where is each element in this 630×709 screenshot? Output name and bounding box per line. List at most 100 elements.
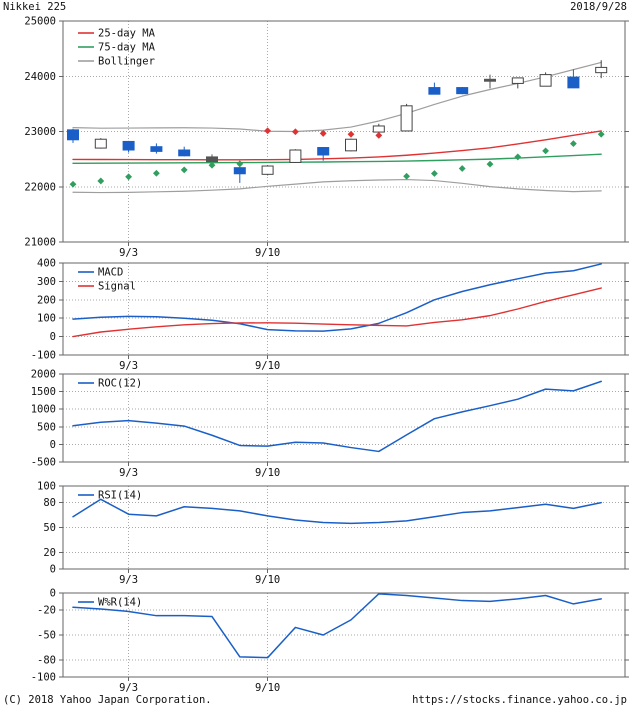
parabolic-marker: [292, 128, 299, 136]
parabolic-marker: [403, 172, 410, 180]
candle-9/19: [428, 82, 441, 95]
candle-9/10: [261, 165, 274, 176]
panel-macd: 9/3 9/10 400 300 200 100 0 -100 MACD Signal: [31, 258, 629, 372]
y-axis-label: 2000: [31, 369, 56, 381]
x-axis-label: 9/3: [119, 467, 138, 479]
candle-9/11: [289, 149, 302, 163]
candle-9/18: [400, 103, 413, 132]
y-axis-label: 1500: [31, 386, 56, 398]
candle-8/30: [67, 128, 79, 143]
y-axis-label: 500: [37, 421, 56, 433]
candle-9/7: [233, 164, 246, 183]
series-75-day-ma: [72, 153, 602, 164]
candle-9/21: [484, 74, 496, 89]
panel-border: [62, 20, 626, 243]
y-axis-label: 100: [37, 481, 56, 493]
parabolic-marker: [125, 173, 132, 181]
page-title: Nikkei 225: [3, 1, 67, 13]
panel-price: 9/3 9/10 25000 24000 23000 22000 21000 25-day M…: [24, 16, 629, 259]
series-25-day-ma: [72, 130, 602, 161]
candle-9/4: [150, 143, 163, 154]
candle-9/12: [317, 146, 330, 161]
candle-8/31: [94, 138, 107, 149]
y-axis-label: 0: [50, 439, 56, 451]
x-axis-label: 9/10: [255, 682, 280, 692]
parabolic-marker: [319, 130, 327, 137]
legend-label: 25-day MA: [98, 28, 156, 40]
candle-9/5: [178, 146, 191, 157]
candle-9/25: [511, 77, 524, 89]
y-axis-label: 50: [43, 522, 56, 534]
series-RSI(14): [72, 498, 602, 525]
x-axis-label: 9/3: [119, 247, 138, 259]
panel-border: [62, 592, 626, 678]
y-axis-label: 0: [50, 331, 56, 343]
chart-header: Nikkei 225 2018/9/28: [0, 1, 630, 14]
y-axis-label: 22000: [24, 181, 56, 193]
x-axis-label: 9/10: [255, 467, 280, 479]
legend-item-signal: Signal: [78, 281, 136, 293]
copyright-text: (C) 2018 Yahoo Japan Corporation.: [3, 694, 212, 706]
x-axis-label: 9/3: [119, 360, 138, 372]
parabolic-marker: [264, 127, 271, 135]
series-W%R(14): [72, 593, 602, 659]
x-axis-label: 9/10: [255, 247, 280, 259]
y-axis-label: 20: [43, 547, 56, 559]
y-axis-label: -500: [31, 457, 56, 469]
legend-item-75-day-ma: 75-day MA: [78, 42, 156, 54]
panel-wpr: 9/3 9/10 0 -20 -50 -80 -100 W%R(14): [31, 588, 629, 692]
y-axis-label: 400: [37, 258, 56, 270]
legend-item-macd: MACD: [78, 267, 123, 279]
y-axis-label: -20: [37, 604, 56, 616]
y-axis-label: 21000: [24, 237, 56, 249]
legend-label: 75-day MA: [98, 42, 156, 54]
y-axis-label: 1000: [31, 404, 56, 416]
parabolic-marker: [208, 161, 216, 169]
parabolic-marker: [542, 147, 549, 155]
candle-9/27: [567, 69, 580, 89]
parabolic-marker: [375, 131, 383, 139]
panel-rsi: 9/3 9/10 100 80 50 20 0 RSI(14): [37, 481, 629, 586]
candle-9/20: [456, 87, 469, 95]
series-ROC(12): [72, 380, 602, 453]
parabolic-marker: [570, 140, 577, 148]
series-boll-lower: [72, 178, 602, 194]
legend-label: Signal: [98, 281, 136, 293]
chart-footer: (C) 2018 Yahoo Japan Corporation. https:…: [0, 694, 630, 707]
x-axis-label: 9/3: [119, 574, 138, 586]
parabolic-marker: [69, 180, 77, 188]
legend-label: Bollinger: [98, 56, 155, 68]
legend-item-w-r-14-: W%R(14): [78, 597, 142, 609]
candle-9/13: [345, 138, 357, 152]
source-url[interactable]: https://stocks.finance.yahoo.co.jp: [412, 694, 627, 706]
panel-border: [62, 485, 626, 570]
legend-item-bollinger: Bollinger: [78, 56, 155, 68]
y-axis-label: 200: [37, 294, 56, 306]
parabolic-marker: [514, 153, 522, 161]
legend-item-roc-12-: ROC(12): [78, 378, 142, 390]
y-axis-label: 24000: [24, 71, 56, 83]
parabolic-marker: [486, 160, 494, 168]
y-axis-label: 23000: [24, 126, 56, 138]
legend-label: RSI(14): [98, 490, 142, 502]
y-axis-label: 0: [50, 588, 56, 600]
parabolic-marker: [597, 130, 605, 138]
y-axis-label: -100: [31, 672, 56, 684]
candle-9/28: [595, 60, 608, 79]
panel-roc: 9/3 9/10 2000 1500 1000 500 0 -500 ROC(12): [31, 369, 629, 479]
series-Signal: [72, 287, 602, 338]
series-MACD: [72, 263, 602, 332]
y-axis-label: 300: [37, 276, 56, 288]
parabolic-marker: [347, 130, 355, 138]
y-axis-label: 25000: [24, 16, 56, 28]
series-boll-upper: [72, 61, 602, 133]
legend-label: W%R(14): [98, 597, 142, 609]
chart-date: 2018/9/28: [570, 1, 627, 13]
parabolic-marker: [180, 166, 188, 174]
parabolic-marker: [153, 169, 160, 177]
parabolic-marker: [236, 160, 244, 168]
candle-9/3: [122, 140, 135, 153]
y-axis-label: -50: [37, 630, 56, 642]
stock-chart-canvas: 9/3 9/10 25000 24000 23000 22000 21000 25-day M…: [24, 16, 629, 692]
y-axis-label: 0: [50, 564, 56, 576]
